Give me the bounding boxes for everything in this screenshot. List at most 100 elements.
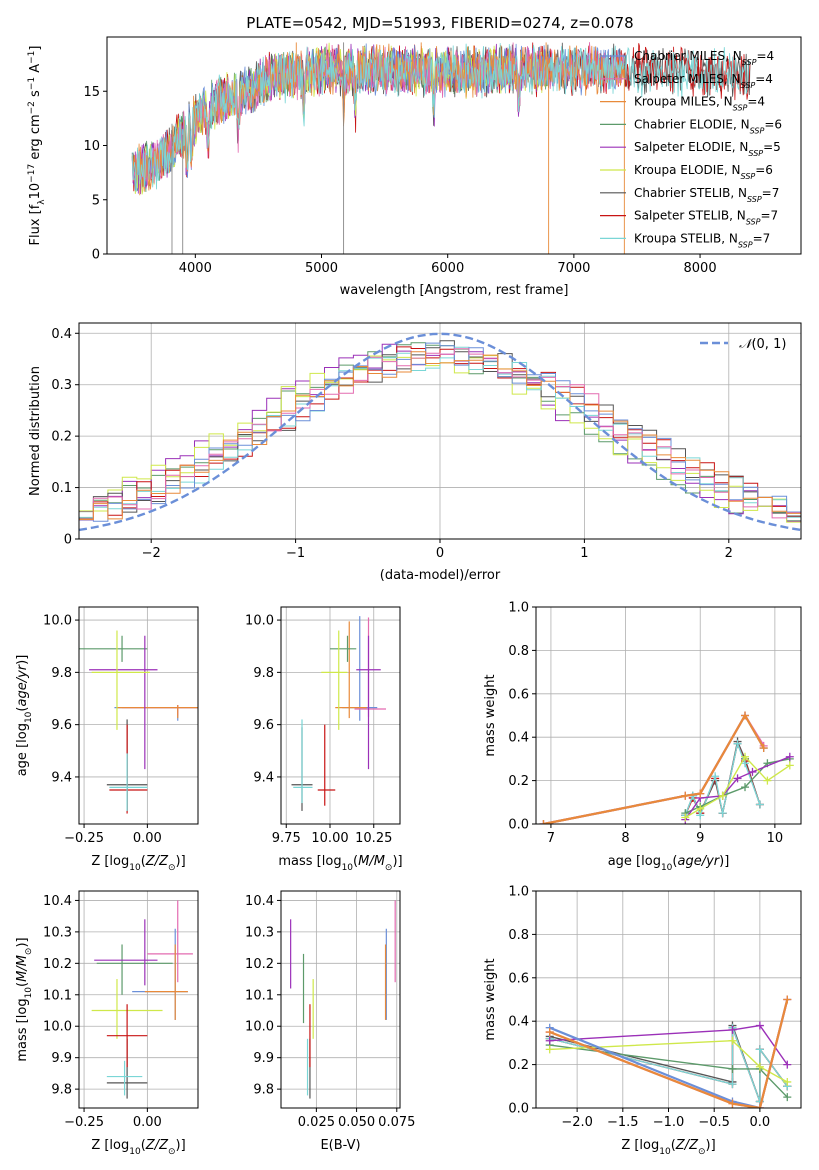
weight-line-8 (549, 1027, 788, 1102)
errorbar-point (330, 635, 357, 662)
weight-marker (759, 744, 768, 753)
weight-marker (733, 739, 742, 748)
normal-reference-curve (79, 332, 801, 532)
y-tick-label: 0.6 (508, 971, 529, 986)
plot-frame (280, 890, 401, 1109)
legend-entry: Kroupa MILES, NSSP=4 (634, 95, 765, 113)
x-tick-label: 2 (725, 546, 733, 561)
weight-marker (783, 1077, 792, 1086)
weight-marker (711, 772, 720, 781)
weight-marker (755, 1045, 764, 1054)
weight-marker (785, 761, 794, 770)
weight-line-5 (549, 1039, 788, 1083)
weight-marker (763, 776, 772, 785)
weight-marker (728, 1099, 737, 1108)
y-tick-label: 1.0 (508, 885, 529, 900)
weight-marker (783, 995, 792, 1004)
plot-frame (535, 606, 802, 825)
weight-marker (783, 1093, 792, 1102)
mass-weight-vs-Z-lines (545, 995, 792, 1108)
y-tick-label: 0.2 (508, 774, 529, 789)
x-tick-label: −1 (286, 546, 305, 561)
weight-line-4 (549, 1024, 788, 1066)
x-tick-label: 10.00 (311, 831, 348, 846)
x-tick-label: 9 (696, 831, 704, 846)
y-tick-label: 0.4 (508, 1015, 529, 1030)
weight-marker (728, 1025, 737, 1034)
y-tick-label: 0 (64, 533, 72, 548)
x-tick-label: 0.00 (133, 1115, 162, 1130)
plot-frame (78, 606, 199, 825)
x-axis-label: Z [log10(Z/Z⊙)] (91, 854, 185, 873)
mass-vs-EBV-axis-labels: E(B-V) (320, 1138, 360, 1153)
x-tick-label: −2 (142, 546, 161, 561)
errorbar-point (293, 719, 313, 804)
y-axis-label: Normed distribution (28, 366, 43, 496)
mass-vs-Z-axis-labels: Z [log10(Z/Z⊙)] mass [log10(M/M⊙)] (15, 937, 186, 1157)
spectrum-series-2 (131, 43, 625, 196)
x-tick-label: 6000 (431, 261, 464, 276)
errorbar-point (356, 635, 381, 770)
x-tick-label: −0.5 (698, 1115, 730, 1130)
weight-marker (755, 1062, 764, 1071)
errorbar-point (96, 944, 173, 995)
x-tick-label: −0.25 (64, 831, 104, 846)
y-tick-label: 5 (92, 193, 100, 208)
y-tick-label: 10.4 (43, 894, 72, 909)
x-axis-label: Z [log10(Z/Z⊙)] (621, 1138, 715, 1157)
x-tick-label: 1 (580, 546, 588, 561)
y-tick-label: 9.8 (253, 666, 274, 681)
weight-marker (741, 783, 750, 792)
x-tick-label: 4000 (179, 261, 212, 276)
weight-marker (741, 752, 750, 761)
x-tick-label: 0 (436, 546, 444, 561)
errorbar-point (106, 1060, 143, 1096)
errorbar-point (89, 635, 158, 770)
y-tick-label: 9.6 (51, 718, 72, 733)
weight-marker (728, 1080, 737, 1089)
histogram-1 (79, 348, 801, 521)
y-tick-label: 9.9 (253, 1051, 274, 1066)
frame-mass-vs-Z: −0.25 0.00 9.8 9.9 10.0 10.1 10.2 10.3 10.4 (43, 890, 199, 1130)
weight-marker (728, 1036, 737, 1045)
weight-marker (785, 752, 794, 761)
weight-marker (545, 1028, 554, 1037)
x-tick-label: 7 (547, 831, 555, 846)
y-tick-label: 10.0 (245, 614, 274, 629)
errorbar-point (147, 900, 193, 983)
frame-mass-weight-vs-age: 7 8 9 10 0.0 0.2 0.4 0.6 0.8 1.0 (508, 601, 802, 846)
weight-marker (545, 1036, 554, 1045)
y-tick-label: 0.2 (508, 1058, 529, 1073)
legend-entry: Salpeter ELODIE, NSSP=5 (634, 140, 781, 158)
weight-marker (718, 809, 727, 818)
y-tick-label: 0.6 (508, 687, 529, 702)
weight-marker (741, 711, 750, 720)
errorbar-point (335, 621, 367, 719)
legend-entry: Salpeter MILES, NSSP=4 (634, 72, 773, 90)
weight-marker (748, 767, 757, 776)
legend-entry: Salpeter STELIB, NSSP=7 (634, 209, 778, 227)
histogram-2 (79, 351, 801, 520)
errorbar-point (106, 1004, 148, 1068)
errorbar-point (94, 919, 158, 986)
x-tick-label: −1.5 (607, 1115, 639, 1130)
x-tick-label: 10.25 (355, 831, 392, 846)
histogram-8 (79, 346, 801, 518)
weight-marker (545, 1045, 554, 1054)
y-tick-label: 9.8 (253, 1083, 274, 1098)
y-tick-label: 15 (83, 85, 100, 100)
weight-marker (733, 774, 742, 783)
y-tick-label: 9.4 (253, 770, 274, 785)
errorbar-point (317, 724, 336, 806)
figure-title: PLATE=0542, MJD=51993, FIBERID=0274, z=0… (246, 14, 633, 32)
y-tick-label: 0.4 (508, 731, 529, 746)
frame-residuals: −2 −1 0 1 2 0 0.1 0.2 0.3 0.4 (51, 322, 802, 561)
y-tick-label: 1.0 (508, 601, 529, 616)
y-tick-label: 9.8 (51, 666, 72, 681)
y-tick-label: 0.3 (51, 378, 72, 393)
age-vs-Z-points (79, 630, 198, 814)
spectrum-legend: Chabrier MILES, NSSP=4 Salpeter MILES, NS… (600, 49, 782, 249)
weight-line-3 (685, 758, 790, 814)
y-tick-label: 0.4 (51, 327, 72, 342)
weight-marker (755, 1104, 764, 1108)
